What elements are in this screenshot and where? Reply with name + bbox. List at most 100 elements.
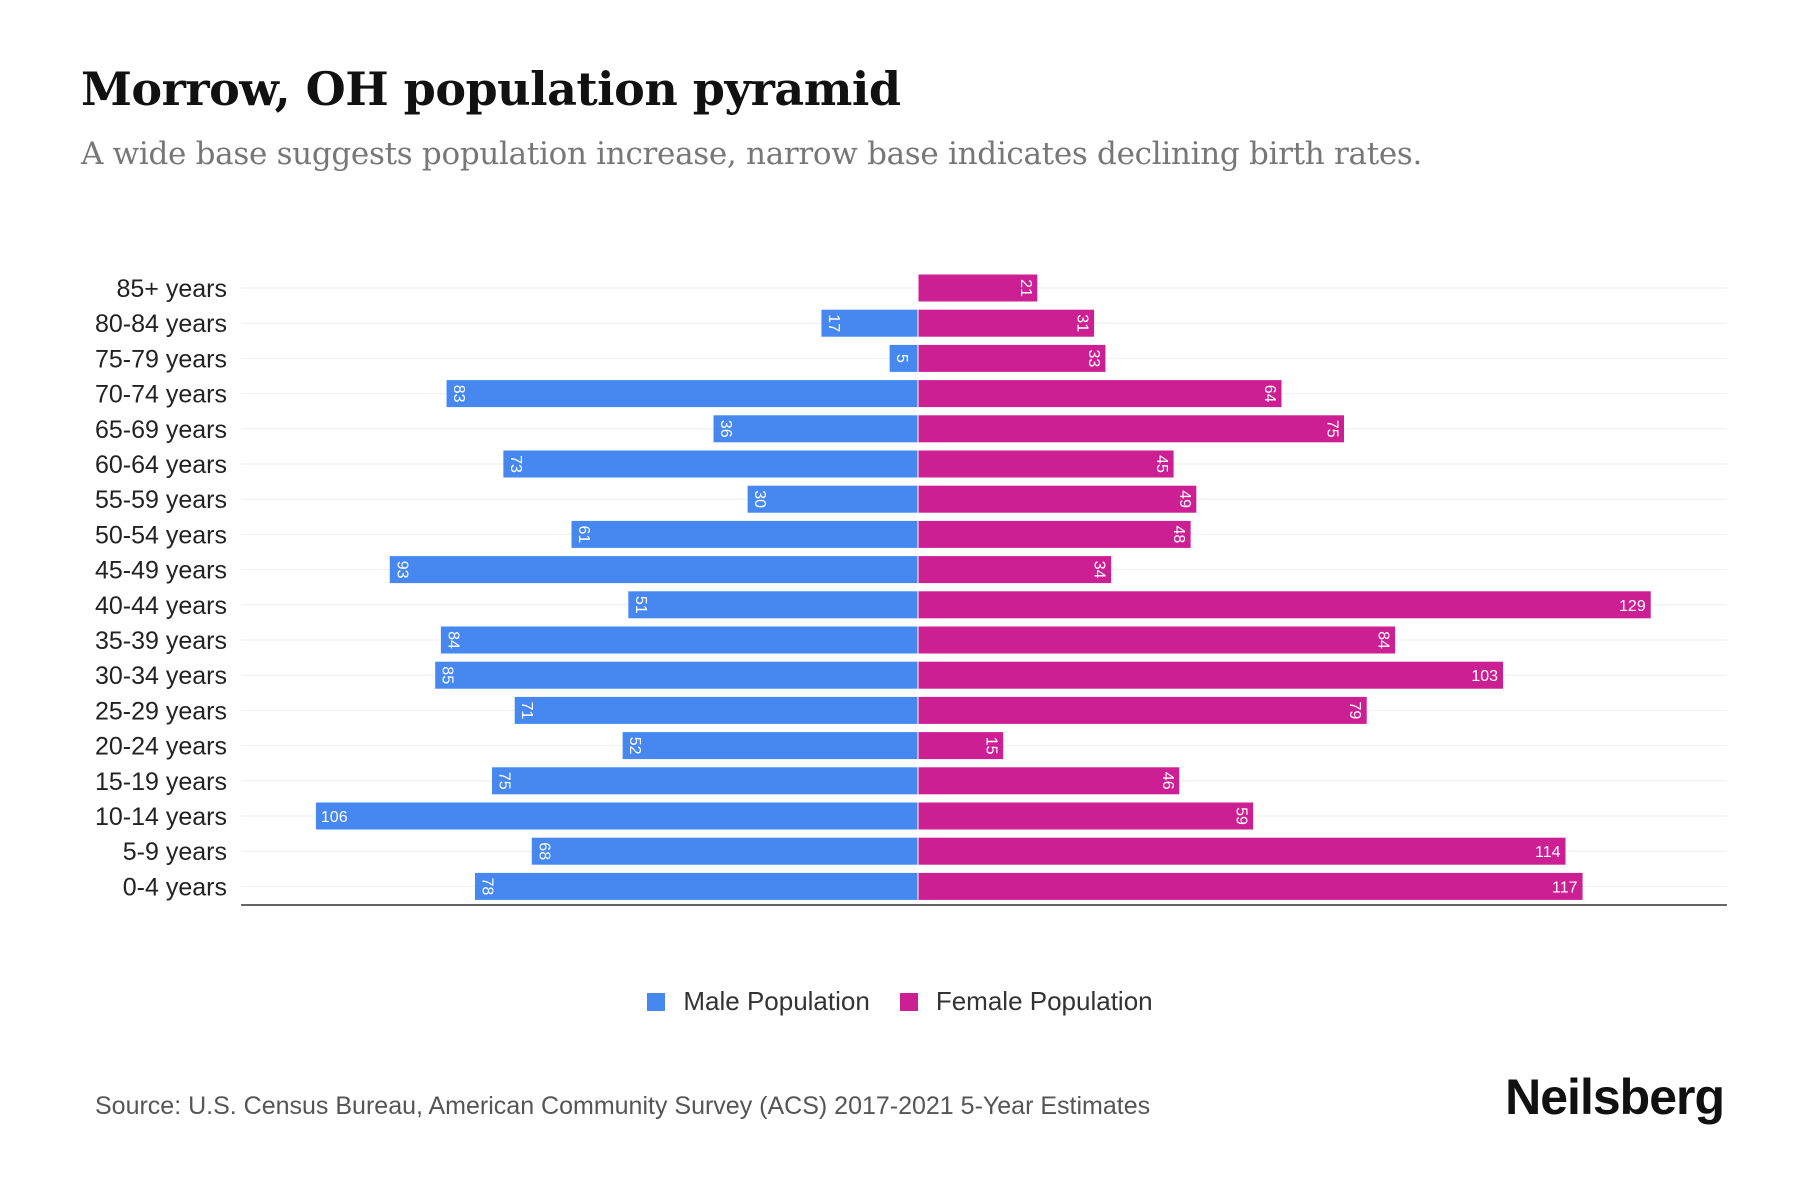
data-label: 114 bbox=[1535, 844, 1561, 861]
legend: Male Population Female Population bbox=[0, 986, 1800, 1017]
data-label: 30 bbox=[751, 490, 768, 508]
male-bar bbox=[889, 344, 918, 372]
female-bar bbox=[918, 520, 1191, 548]
data-label: 84 bbox=[1375, 631, 1392, 649]
data-label: 75 bbox=[496, 772, 513, 790]
y-tick-label: 65-69 years bbox=[95, 416, 227, 444]
male-bar bbox=[440, 626, 918, 654]
data-label: 48 bbox=[1170, 526, 1187, 544]
data-label: 64 bbox=[1261, 385, 1278, 403]
data-label: 117 bbox=[1552, 879, 1578, 896]
y-tick-label: 25-29 years bbox=[95, 697, 227, 725]
brand-logo: Neilsberg bbox=[1505, 1069, 1725, 1125]
female-bar bbox=[918, 696, 1367, 724]
female-bar bbox=[918, 380, 1282, 408]
data-label: 103 bbox=[1471, 668, 1498, 685]
y-tick-label: 35-39 years bbox=[95, 627, 227, 655]
data-label: 15 bbox=[983, 737, 1000, 755]
data-label: 85 bbox=[439, 666, 456, 684]
y-tick-label: 30-34 years bbox=[95, 662, 227, 690]
female-bar bbox=[918, 872, 1583, 900]
data-label: 61 bbox=[575, 526, 592, 544]
y-tick-label: 55-59 years bbox=[95, 486, 227, 514]
y-tick-label: 80-84 years bbox=[95, 310, 227, 338]
male-bar bbox=[474, 872, 918, 900]
female-bar bbox=[918, 274, 1038, 302]
male-bar bbox=[435, 661, 918, 689]
data-label: 83 bbox=[450, 385, 467, 403]
male-bar bbox=[492, 767, 918, 795]
female-bar bbox=[918, 450, 1174, 478]
y-tick-label: 40-44 years bbox=[95, 592, 227, 620]
y-tick-label: 50-54 years bbox=[95, 521, 227, 549]
data-label: 33 bbox=[1085, 350, 1102, 368]
female-bar bbox=[918, 732, 1004, 760]
chart-title: Morrow, OH population pyramid bbox=[81, 62, 901, 116]
source-note: Source: U.S. Census Bureau, American Com… bbox=[95, 1092, 1151, 1120]
y-tick-label: 75-79 years bbox=[95, 345, 227, 373]
legend-label-female: Female Population bbox=[935, 986, 1153, 1016]
pyramid-chart: 85+ years 21 80-84 years 17 31 75-79 years 5 33… bbox=[95, 274, 1727, 906]
y-tick-label: 85+ years bbox=[117, 275, 228, 303]
male-bar bbox=[389, 556, 918, 584]
male-bar bbox=[571, 520, 918, 548]
male-bar bbox=[713, 415, 918, 443]
female-bar bbox=[918, 661, 1504, 689]
y-tick-label: 0-4 years bbox=[123, 873, 227, 901]
data-label: 46 bbox=[1159, 772, 1176, 790]
data-label: 31 bbox=[1074, 314, 1091, 332]
data-label: 71 bbox=[518, 702, 535, 720]
data-label: 21 bbox=[1017, 279, 1034, 297]
data-label: 51 bbox=[632, 596, 649, 614]
male-bar bbox=[628, 591, 918, 619]
data-label: 52 bbox=[626, 737, 643, 755]
legend-item-male: Male Population bbox=[647, 986, 870, 1017]
legend-swatch-female bbox=[899, 992, 918, 1011]
legend-item-female: Female Population bbox=[899, 986, 1153, 1017]
female-bar bbox=[918, 591, 1651, 619]
female-bar bbox=[918, 626, 1396, 654]
data-label: 49 bbox=[1176, 490, 1193, 508]
data-label: 73 bbox=[507, 455, 524, 473]
male-bar bbox=[446, 380, 918, 408]
data-label: 5 bbox=[893, 354, 910, 363]
chart-subtitle: A wide base suggests population increase… bbox=[81, 136, 1423, 172]
female-bar bbox=[918, 344, 1106, 372]
data-label: 34 bbox=[1091, 561, 1108, 579]
male-bar bbox=[531, 837, 918, 865]
data-label: 59 bbox=[1233, 807, 1250, 825]
data-label: 106 bbox=[321, 809, 348, 826]
female-bar bbox=[918, 767, 1180, 795]
female-bar bbox=[918, 415, 1344, 443]
y-tick-label: 5-9 years bbox=[123, 838, 227, 866]
y-tick-label: 60-64 years bbox=[95, 451, 227, 479]
y-tick-label: 45-49 years bbox=[95, 557, 227, 585]
y-tick-label: 15-19 years bbox=[95, 768, 227, 796]
female-bar bbox=[918, 556, 1112, 584]
male-bar bbox=[503, 450, 918, 478]
male-bar bbox=[622, 732, 918, 760]
y-tick-label: 70-74 years bbox=[95, 381, 227, 409]
data-label: 45 bbox=[1153, 455, 1170, 473]
data-label: 84 bbox=[444, 631, 461, 649]
legend-label-male: Male Population bbox=[683, 986, 870, 1016]
female-bar bbox=[918, 309, 1095, 337]
female-bar bbox=[918, 485, 1197, 513]
y-tick-label: 20-24 years bbox=[95, 733, 227, 761]
female-bar bbox=[918, 837, 1566, 865]
data-label: 17 bbox=[825, 314, 842, 332]
data-label: 36 bbox=[717, 420, 734, 438]
male-bar bbox=[315, 802, 918, 830]
y-tick-label: 10-14 years bbox=[95, 803, 227, 831]
data-label: 78 bbox=[478, 878, 495, 896]
male-bar bbox=[747, 485, 918, 513]
male-bar bbox=[514, 696, 918, 724]
female-bar bbox=[918, 802, 1254, 830]
data-label: 68 bbox=[535, 842, 552, 860]
data-label: 75 bbox=[1324, 420, 1341, 438]
data-label: 93 bbox=[393, 561, 410, 579]
male-bar bbox=[821, 309, 918, 337]
data-label: 129 bbox=[1619, 598, 1646, 615]
legend-swatch-male bbox=[647, 992, 666, 1011]
data-label: 79 bbox=[1346, 702, 1363, 720]
